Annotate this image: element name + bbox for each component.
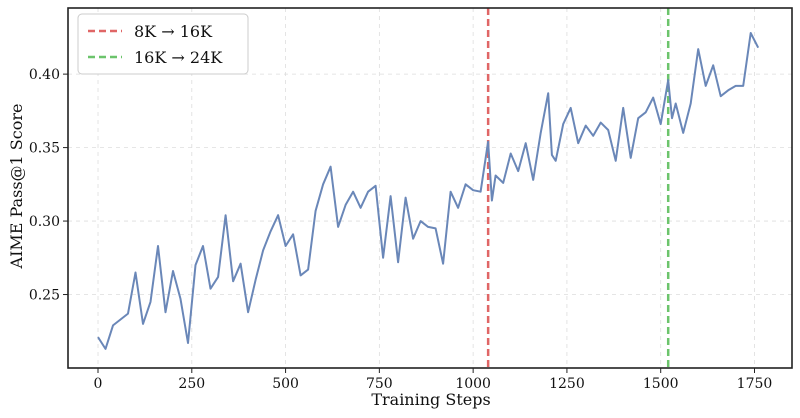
x-axis-label: Training Steps bbox=[371, 390, 490, 409]
legend-label-1: 8K → 16K bbox=[134, 22, 213, 41]
plot-frame bbox=[67, 7, 793, 369]
x-tick-label: 1750 bbox=[737, 376, 773, 392]
y-tick-label: 0.35 bbox=[29, 141, 60, 157]
x-tick-label: 1000 bbox=[455, 376, 491, 392]
y-axis-ticks: 0.25 0.30 0.35 0.40 bbox=[29, 67, 68, 304]
x-tick-label: 0 bbox=[94, 376, 103, 392]
legend-label-2: 16K → 24K bbox=[134, 48, 223, 67]
x-tick-label: 750 bbox=[366, 376, 393, 392]
y-axis-label: AIME Pass@1 Score bbox=[7, 104, 26, 270]
y-tick-label: 0.30 bbox=[29, 214, 60, 230]
legend: 8K → 16K 16K → 24K bbox=[77, 13, 249, 75]
series-line bbox=[97, 32, 760, 350]
x-tick-label: 1250 bbox=[549, 376, 585, 392]
legend-box bbox=[77, 13, 249, 75]
x-tick-label: 500 bbox=[272, 376, 299, 392]
y-tick-label: 0.40 bbox=[29, 67, 60, 83]
x-tick-label: 1500 bbox=[643, 376, 679, 392]
y-tick-label: 0.25 bbox=[29, 288, 60, 304]
x-axis-ticks: 0 250 500 750 1000 1250 1500 1750 bbox=[94, 368, 773, 392]
vertical-markers bbox=[486, 8, 670, 368]
x-tick-label: 250 bbox=[178, 376, 205, 392]
